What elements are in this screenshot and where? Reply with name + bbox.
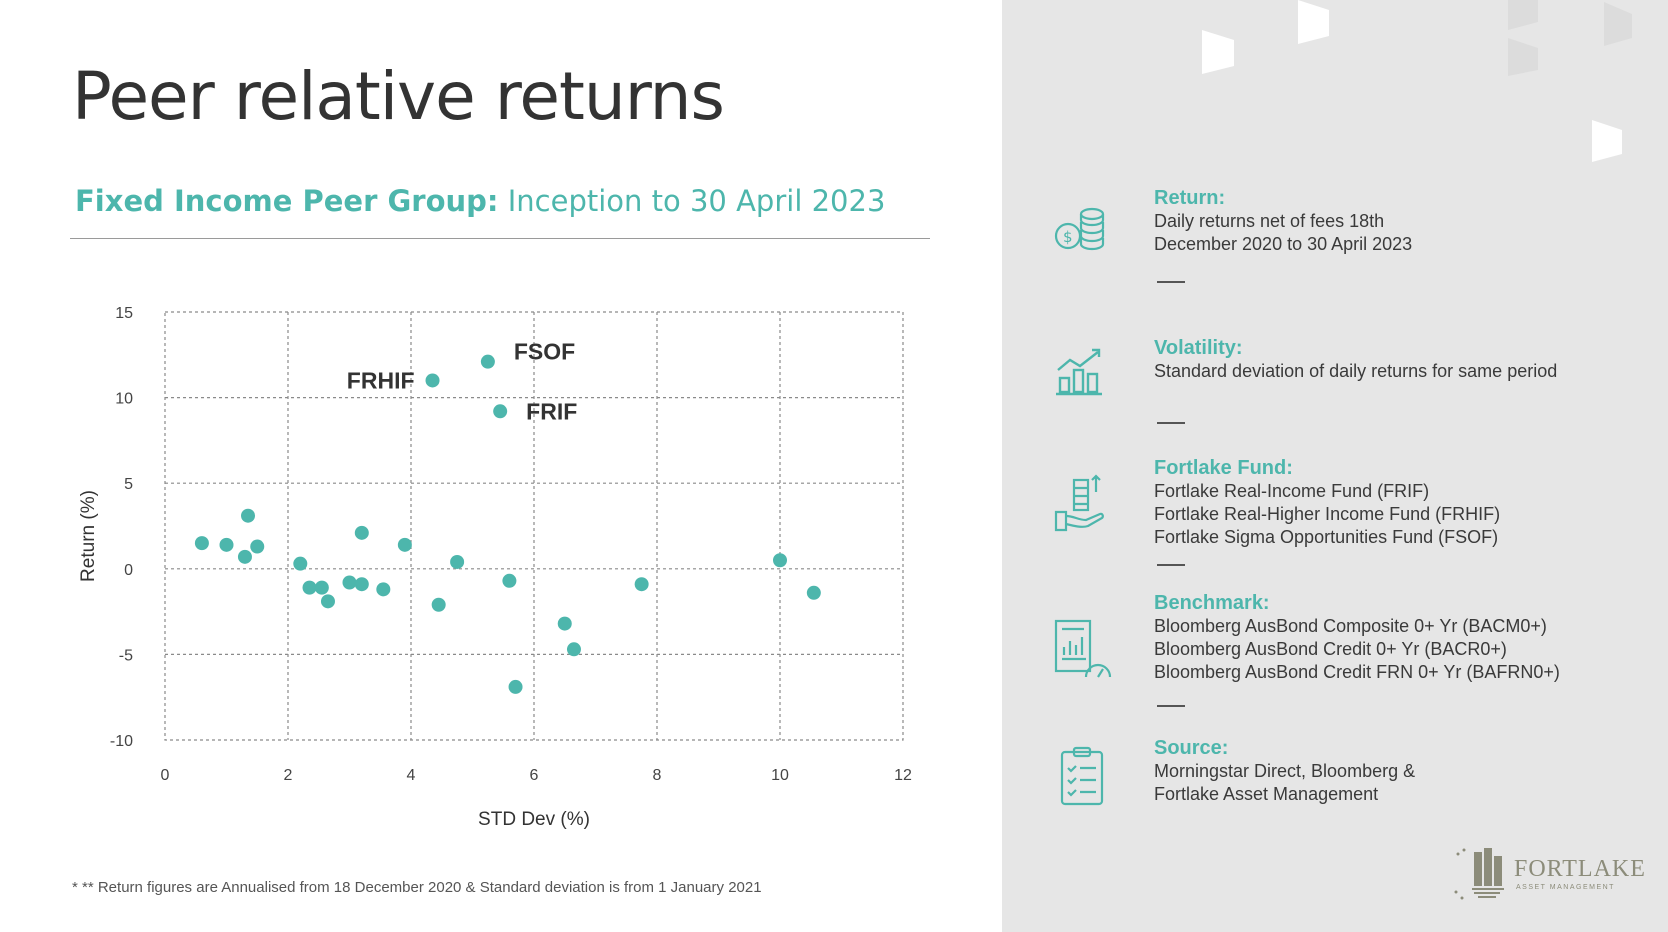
x-tick-label: 6 [530, 767, 539, 784]
x-tick-label: 0 [161, 767, 170, 784]
point-label-frhif: FRHIF [347, 367, 415, 393]
x-tick-label: 12 [894, 767, 912, 784]
data-point [431, 597, 446, 612]
y-tick-label: 5 [124, 476, 133, 493]
data-point [806, 585, 821, 600]
report-gauge-icon [1054, 619, 1112, 678]
x-tick-label: 2 [284, 767, 293, 784]
section-divider [1157, 422, 1185, 424]
y-tick-label: 10 [115, 391, 133, 408]
bar-chart-trend-icon [1056, 348, 1102, 396]
section-benchmark: Benchmark: Bloomberg AusBond Composite 0… [1052, 591, 1652, 691]
decorative-shapes [1202, 0, 1632, 162]
data-point [219, 537, 234, 552]
data-point [320, 594, 335, 609]
data-point [354, 577, 369, 592]
y-tick-label: -10 [110, 733, 133, 750]
x-tick-label: 10 [771, 767, 789, 784]
x-axis-label: STD Dev (%) [478, 809, 590, 830]
section-heading: Benchmark: [1154, 592, 1270, 614]
section-divider [1157, 705, 1185, 707]
section-return-text: Return: Daily returns net of fees 18th D… [1154, 186, 1634, 256]
section-line: Bloomberg AusBond Composite 0+ Yr (BACM0… [1154, 616, 1547, 636]
title-divider [70, 238, 930, 239]
svg-text:$: $ [1063, 228, 1073, 246]
data-point [302, 580, 317, 595]
data-point-frif [493, 404, 508, 419]
hand-money-icon [1054, 474, 1104, 532]
subtitle-bold: Fixed Income Peer Group: [75, 184, 499, 218]
y-tick-label: -5 [119, 647, 133, 664]
data-point [397, 537, 412, 552]
left-panel [0, 0, 1002, 932]
data-point [342, 575, 357, 590]
section-heading: Volatility: [1154, 337, 1243, 359]
section-source: Source: Morningstar Direct, Bloomberg & … [1052, 736, 1652, 816]
section-line: December 2020 to 30 April 2023 [1154, 234, 1413, 254]
section-fortlake-fund: Fortlake Fund: Fortlake Real-Income Fund… [1052, 456, 1652, 556]
section-line: Standard deviation of daily returns for … [1154, 361, 1558, 381]
data-point [293, 556, 308, 571]
data-point [376, 582, 391, 597]
data-point [634, 577, 649, 592]
section-heading: Return: [1154, 187, 1226, 209]
footnote: * ** Return figures are Annualised from … [72, 879, 762, 896]
section-line: Morningstar Direct, Bloomberg & [1154, 761, 1416, 781]
point-label-fsof: FSOF [514, 339, 575, 365]
section-line: Bloomberg AusBond Credit FRN 0+ Yr (BAFR… [1154, 662, 1560, 682]
fortlake-logo-mark [1454, 848, 1504, 900]
right-panel [1002, 0, 1668, 932]
x-tick-label: 8 [653, 767, 662, 784]
page-title: Peer relative returns [72, 58, 725, 135]
section-volatility: Volatility: Standard deviation of daily … [1052, 336, 1652, 406]
section-line: Fortlake Real-Income Fund (FRIF) [1154, 481, 1430, 501]
fortlake-logo: FORTLAKE ASSET MANAGEMENT [1452, 842, 1652, 902]
y-axis-label: Return (%) [78, 490, 99, 582]
chart-subtitle: Fixed Income Peer Group: Inception to 30… [75, 184, 885, 218]
logo-name: FORTLAKE [1514, 856, 1646, 882]
section-heading: Fortlake Fund: [1154, 457, 1293, 479]
section-source-text: Source: Morningstar Direct, Bloomberg & … [1154, 736, 1634, 806]
data-point [241, 508, 256, 523]
subtitle-rest: Inception to 30 April 2023 [498, 184, 886, 218]
section-line: Bloomberg AusBond Credit 0+ Yr (BACR0+) [1154, 639, 1507, 659]
section-heading: Source: [1154, 737, 1229, 759]
section-divider [1157, 564, 1185, 566]
data-point [557, 616, 572, 631]
data-point [194, 536, 209, 551]
data-point-fsof [480, 354, 495, 369]
y-tick-label: 0 [124, 562, 133, 579]
data-point [314, 580, 329, 595]
data-point [354, 525, 369, 540]
data-point [773, 553, 787, 568]
section-divider [1157, 281, 1185, 283]
section-return: $ Return: Daily returns net of fees 18th… [1052, 186, 1652, 266]
data-point-frhif [425, 373, 440, 388]
section-line: Daily returns net of fees 18th [1154, 211, 1385, 231]
data-point [566, 642, 581, 657]
data-point [502, 573, 517, 588]
section-benchmark-text: Benchmark: Bloomberg AusBond Composite 0… [1154, 591, 1634, 684]
y-tick-label: 15 [115, 305, 133, 322]
data-point [508, 679, 523, 694]
scatter-chart: 0 2 4 6 8 10 12 15 10 5 0 -5 -10 STD Dev (%) Return (%… [78, 305, 912, 830]
clipboard-checklist-icon [1060, 746, 1104, 806]
x-tick-label: 4 [407, 767, 416, 784]
point-label-frif: FRIF [526, 398, 577, 424]
data-point [237, 549, 252, 564]
data-point [250, 539, 265, 554]
section-line: Fortlake Sigma Opportunities Fund (FSOF) [1154, 527, 1499, 547]
plot-border [164, 311, 904, 741]
logo-tagline: ASSET MANAGEMENT [1516, 884, 1615, 891]
coins-icon: $ [1054, 207, 1105, 251]
section-line: Fortlake Real-Higher Income Fund (FRHIF) [1154, 504, 1501, 524]
section-line: Fortlake Asset Management [1154, 784, 1379, 804]
section-volatility-text: Volatility: Standard deviation of daily … [1154, 336, 1634, 383]
section-fortlake-fund-text: Fortlake Fund: Fortlake Real-Income Fund… [1154, 456, 1634, 549]
data-point [450, 554, 465, 569]
